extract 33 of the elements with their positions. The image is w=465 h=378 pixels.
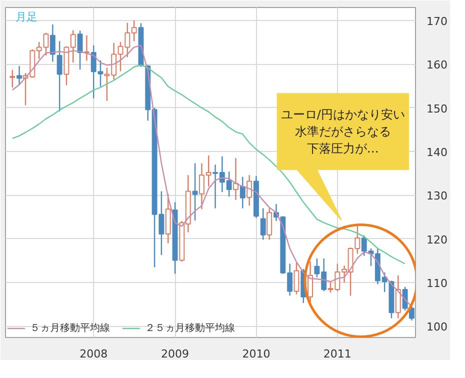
candlestick [240, 176, 246, 209]
chart-subtitle: 月足 [16, 10, 38, 24]
y-tick-label: 120 [426, 233, 448, 246]
candlestick [16, 65, 22, 86]
candlestick [246, 174, 252, 206]
candlestick [192, 162, 198, 222]
y-tick-label: 170 [426, 15, 448, 28]
x-tick-label: 2010 [242, 348, 270, 360]
legend-label: ２５ヵ月移動平均線 [145, 322, 235, 335]
candlestick [260, 208, 266, 240]
annotation: 下落圧力が… [306, 142, 379, 156]
y-tick-label: 140 [426, 146, 448, 160]
y-tick-label: 100 [426, 320, 448, 334]
y-tick-label: 130 [426, 190, 448, 203]
annotation: 水準だがさらなる [294, 124, 391, 139]
candlestick [266, 208, 272, 240]
y-tick-label: 110 [426, 277, 448, 290]
candlestick [294, 262, 300, 295]
candlestick [50, 24, 56, 62]
x-tick-label: 2008 [80, 348, 108, 360]
x-tick-label: 2009 [161, 348, 190, 360]
candlestick [402, 286, 408, 312]
y-tick-label: 150 [426, 102, 448, 116]
legend-label: ５ヵ月移動平均線 [30, 322, 110, 335]
candlestick [395, 274, 401, 319]
candlestick [308, 260, 313, 304]
candlestick [56, 40, 62, 112]
line-series [12, 64, 406, 264]
candlestick [10, 69, 16, 88]
candlestick [408, 306, 414, 322]
y-tick-label: 160 [426, 58, 448, 72]
x-tick-label: 2011 [323, 348, 352, 360]
annotation: ユーロ/円はかなり安い [280, 108, 405, 122]
